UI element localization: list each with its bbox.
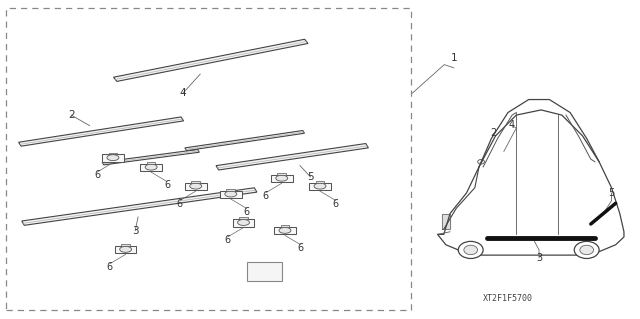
Circle shape xyxy=(314,183,326,189)
Bar xyxy=(140,164,162,171)
Bar xyxy=(115,246,136,253)
Text: 1: 1 xyxy=(451,53,457,63)
Polygon shape xyxy=(216,144,369,170)
Text: 6: 6 xyxy=(298,243,304,253)
Bar xyxy=(191,181,200,183)
Polygon shape xyxy=(22,188,257,225)
Ellipse shape xyxy=(464,245,477,255)
Bar xyxy=(309,182,331,190)
Bar xyxy=(274,227,296,234)
Ellipse shape xyxy=(458,241,483,258)
Ellipse shape xyxy=(574,241,599,258)
Polygon shape xyxy=(102,150,199,165)
Text: 6: 6 xyxy=(107,262,113,272)
Bar xyxy=(6,8,411,310)
Bar xyxy=(220,190,242,198)
Circle shape xyxy=(190,183,202,189)
Text: 6: 6 xyxy=(333,199,339,209)
Bar xyxy=(233,219,254,226)
Polygon shape xyxy=(19,117,184,146)
Bar xyxy=(147,162,156,164)
Text: 6: 6 xyxy=(225,235,230,245)
Bar xyxy=(185,182,207,190)
Text: 6: 6 xyxy=(94,170,100,180)
Bar xyxy=(246,262,282,281)
Text: XT2F1F5700: XT2F1F5700 xyxy=(483,294,533,303)
Bar xyxy=(316,181,324,183)
Bar xyxy=(122,244,130,246)
Text: 4: 4 xyxy=(509,121,515,130)
Text: 6: 6 xyxy=(164,180,170,190)
Text: 2: 2 xyxy=(68,110,75,120)
Circle shape xyxy=(120,246,132,252)
Bar xyxy=(280,225,289,227)
Text: 6: 6 xyxy=(177,199,183,209)
Circle shape xyxy=(107,155,119,160)
Polygon shape xyxy=(113,39,308,81)
Text: 5: 5 xyxy=(307,172,314,182)
Bar xyxy=(109,152,117,154)
Text: 3: 3 xyxy=(536,253,542,263)
Circle shape xyxy=(276,175,288,181)
Text: 4: 4 xyxy=(180,88,186,98)
Circle shape xyxy=(225,191,237,197)
Circle shape xyxy=(237,219,250,226)
Bar xyxy=(271,175,292,182)
Text: 6: 6 xyxy=(263,191,269,201)
Bar xyxy=(277,173,286,175)
Polygon shape xyxy=(442,214,450,229)
Bar xyxy=(239,217,248,219)
Ellipse shape xyxy=(477,160,484,164)
Text: 6: 6 xyxy=(244,207,250,217)
Bar xyxy=(102,154,124,162)
Circle shape xyxy=(145,164,157,170)
Circle shape xyxy=(279,227,291,233)
Bar xyxy=(227,189,235,191)
Text: 3: 3 xyxy=(132,226,138,236)
Ellipse shape xyxy=(580,245,593,255)
Text: 2: 2 xyxy=(490,128,497,138)
Polygon shape xyxy=(185,130,305,151)
Text: 5: 5 xyxy=(609,188,614,198)
